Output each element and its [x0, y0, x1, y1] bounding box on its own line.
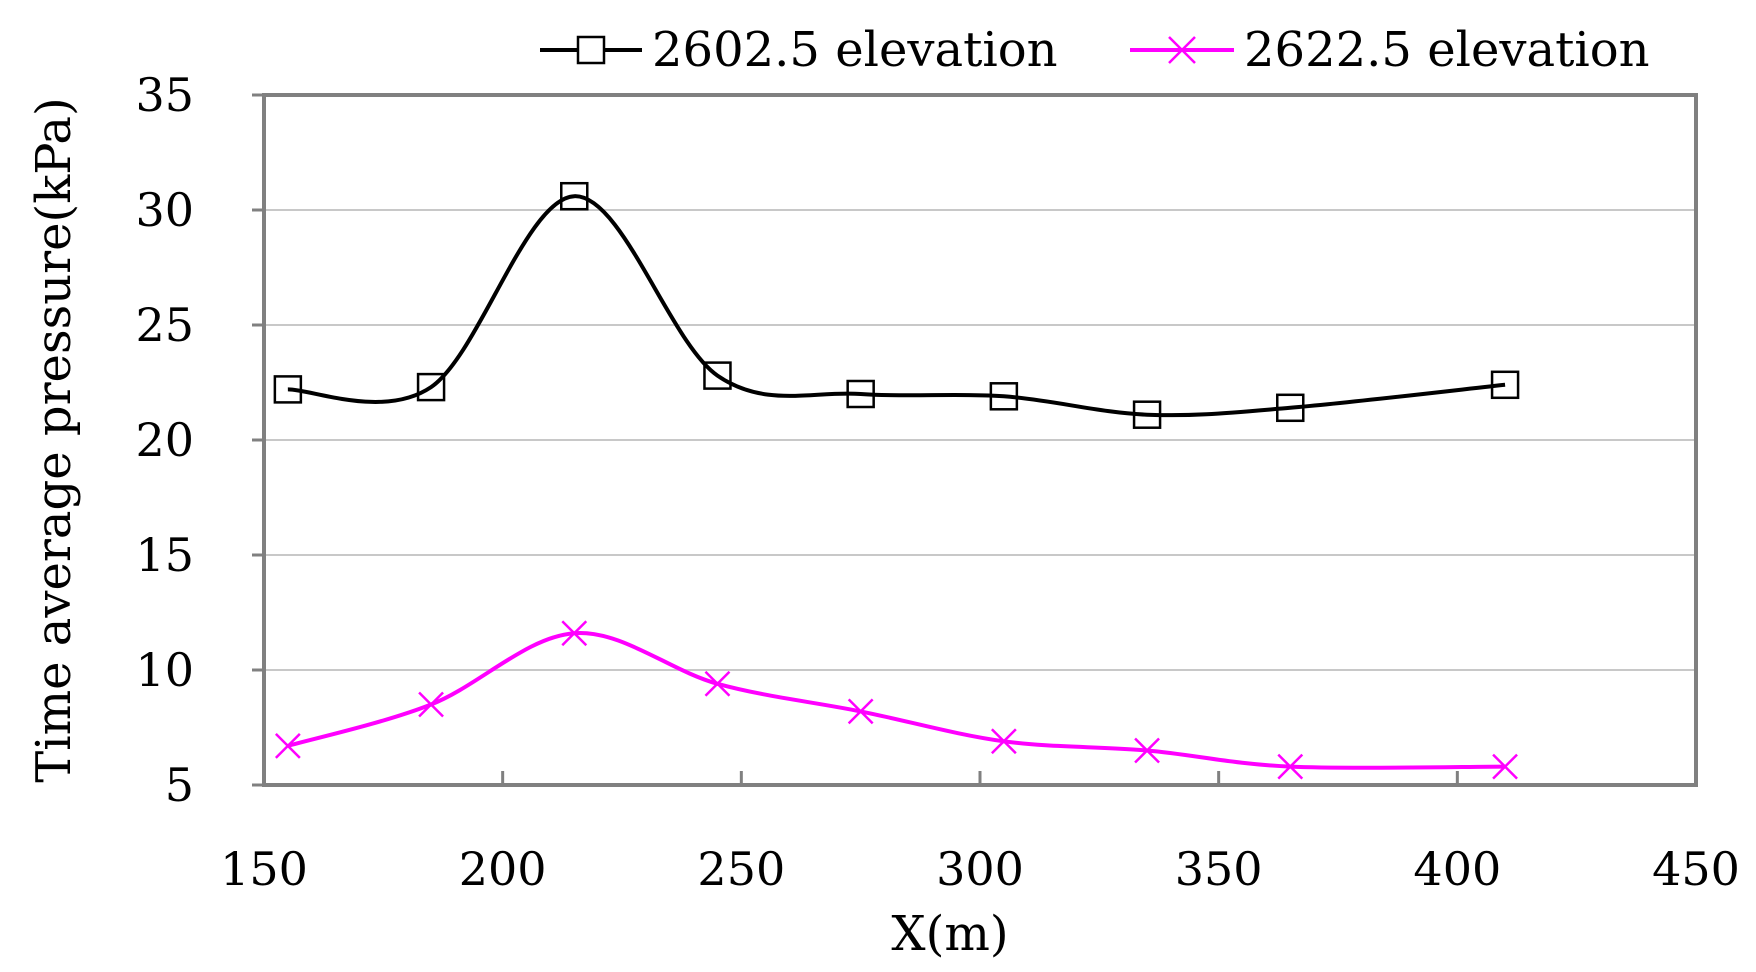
x-tick-label-400: 400 — [1413, 842, 1501, 896]
data-point-1-5 — [990, 728, 1017, 755]
legend: 2602.5 elevation 2622.5 elevation — [540, 22, 1650, 78]
data-point-1-8 — [1492, 753, 1518, 780]
data-point-0-5 — [989, 382, 1019, 411]
tick-labels: 5 10 15 20 25 30 35 150 200 250 300 350 400 450 — [135, 68, 1739, 896]
grid-lines — [264, 209, 1696, 671]
data-point-1-1 — [418, 691, 444, 718]
data-point-0-8 — [1490, 370, 1520, 400]
y-tick-label-25: 25 — [135, 298, 194, 352]
y-tick-label-15: 15 — [135, 528, 194, 582]
data-point-0-6 — [1132, 400, 1162, 429]
x-axis-title: X(m) — [891, 906, 1008, 962]
legend-item-2602-5: 2602.5 elevation — [540, 22, 1058, 78]
data-point-0-4 — [846, 379, 875, 409]
y-tick-label-5: 5 — [165, 758, 194, 812]
data-point-1-7 — [1277, 753, 1304, 780]
y-axis-title: Time average pressure(kPa) — [26, 97, 82, 783]
data-point-0-1 — [416, 372, 446, 402]
series-2602-5-elevation — [273, 181, 1520, 429]
data-point-1-2 — [561, 620, 588, 647]
data-point-1-3 — [704, 670, 731, 697]
series-2622-5-elevation — [274, 620, 1518, 780]
legend-label-2602-5: 2602.5 elevation — [652, 22, 1058, 78]
data-point-1-0 — [274, 733, 301, 759]
legend-item-2622-5: 2622.5 elevation — [1130, 22, 1650, 78]
y-tick-label-20: 20 — [135, 413, 194, 467]
y-tick-label-35: 35 — [135, 68, 194, 122]
series-line-1 — [287, 631, 1506, 770]
legend-label-2622-5: 2622.5 elevation — [1244, 22, 1650, 78]
y-tick-label-30: 30 — [135, 183, 194, 237]
x-tick-label-350: 350 — [1175, 842, 1263, 896]
series-layer — [273, 181, 1520, 780]
legend-marker-x — [1168, 36, 1196, 64]
x-tick-label-450: 450 — [1652, 842, 1740, 896]
series-line-0 — [287, 194, 1506, 418]
x-tick-label-150: 150 — [220, 842, 308, 896]
data-point-0-2 — [560, 181, 589, 211]
data-point-1-4 — [847, 698, 874, 725]
x-tick-label-300: 300 — [936, 842, 1024, 896]
y-tick-label-10: 10 — [135, 643, 194, 697]
axis-ticks — [252, 93, 1698, 787]
data-point-0-0 — [273, 375, 303, 404]
x-tick-label-250: 250 — [697, 842, 785, 896]
data-point-0-3 — [703, 361, 732, 390]
data-point-0-7 — [1276, 393, 1305, 423]
data-point-1-6 — [1134, 737, 1160, 764]
x-tick-label-200: 200 — [459, 842, 547, 896]
legend-marker-square — [576, 35, 606, 65]
